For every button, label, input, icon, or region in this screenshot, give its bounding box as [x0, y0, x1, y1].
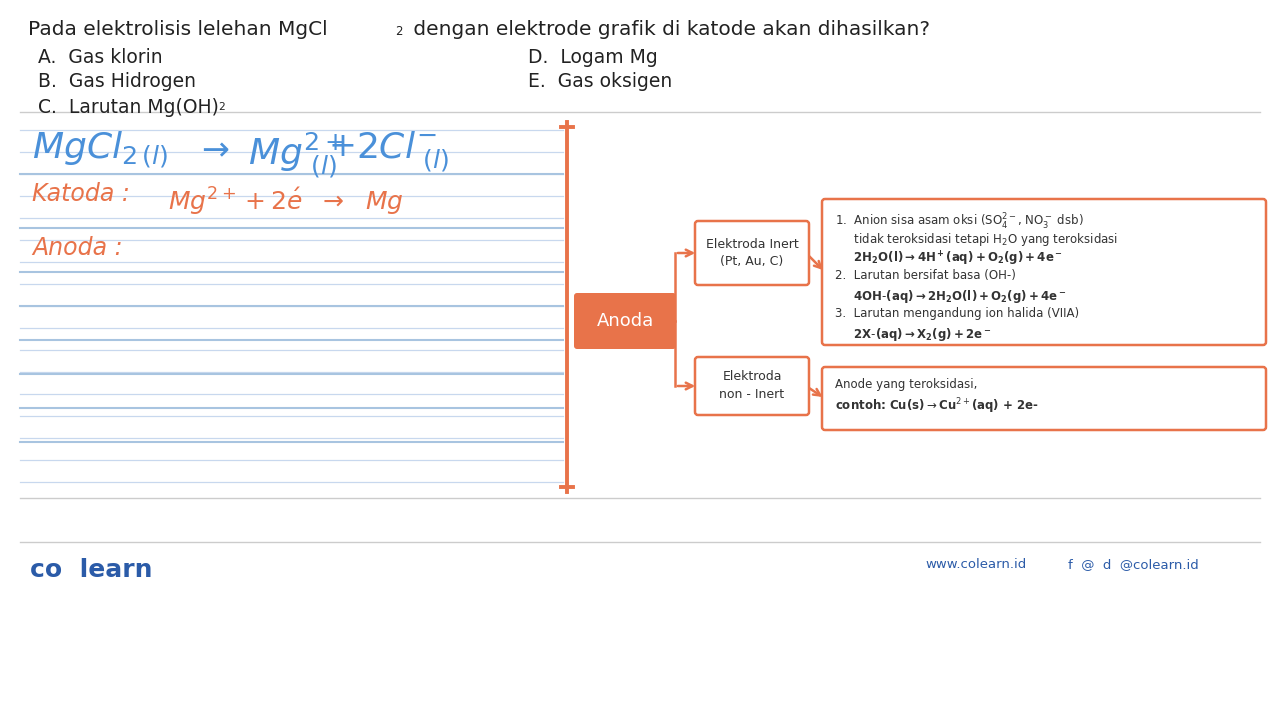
Text: $Mg^{2+} + 2\acute{e}\ \ \rightarrow\ \ Mg$: $Mg^{2+} + 2\acute{e}\ \ \rightarrow\ \ …	[168, 185, 403, 217]
Text: dengan elektrode grafik di katode akan dihasilkan?: dengan elektrode grafik di katode akan d…	[407, 20, 931, 39]
Text: $+$: $+$	[328, 130, 355, 163]
Text: 3.  Larutan mengandung ion halida (VIIA): 3. Larutan mengandung ion halida (VIIA)	[835, 307, 1079, 320]
Text: A.  Gas klorin: A. Gas klorin	[38, 48, 163, 67]
Text: f  @  d  @colearn.id: f @ d @colearn.id	[1068, 558, 1199, 571]
Text: Anoda :: Anoda :	[32, 236, 123, 260]
Text: www.colearn.id: www.colearn.id	[925, 558, 1027, 571]
Text: tidak teroksidasi tetapi H$_2$O yang teroksidasi: tidak teroksidasi tetapi H$_2$O yang ter…	[835, 231, 1117, 248]
Text: 1.  Anion sisa asam oksi (SO$_4^{2-}$, NO$_3^-$ dsb): 1. Anion sisa asam oksi (SO$_4^{2-}$, NO…	[835, 212, 1084, 232]
FancyBboxPatch shape	[573, 293, 676, 349]
FancyBboxPatch shape	[695, 357, 809, 415]
Text: 2.  Larutan bersifat basa (OH-): 2. Larutan bersifat basa (OH-)	[835, 269, 1016, 282]
Text: non - Inert: non - Inert	[719, 389, 785, 402]
Text: Anoda: Anoda	[596, 312, 654, 330]
Text: Pada elektrolisis lelehan MgCl: Pada elektrolisis lelehan MgCl	[28, 20, 328, 39]
Text: $MgCl_{2\,(l)}$: $MgCl_{2\,(l)}$	[32, 130, 168, 171]
FancyBboxPatch shape	[822, 199, 1266, 345]
Text: $\mathbf{4OH\text{-}(aq) \rightarrow 2H_2O(l) + O_2(g) + 4e^-}$: $\mathbf{4OH\text{-}(aq) \rightarrow 2H_…	[835, 288, 1066, 305]
FancyBboxPatch shape	[822, 367, 1266, 430]
Text: D.  Logam Mg: D. Logam Mg	[529, 48, 658, 67]
Text: $_2$: $_2$	[218, 98, 225, 113]
Text: $\mathbf{2X\text{-}(aq) \rightarrow X_2(g) + 2e^-}$: $\mathbf{2X\text{-}(aq) \rightarrow X_2(…	[835, 326, 992, 343]
Text: co  learn: co learn	[29, 558, 152, 582]
Text: $2Cl^{-}_{\ (l)}$: $2Cl^{-}_{\ (l)}$	[356, 130, 449, 174]
Text: B.  Gas Hidrogen: B. Gas Hidrogen	[38, 72, 196, 91]
Text: C.  Larutan Mg(OH): C. Larutan Mg(OH)	[38, 98, 219, 117]
Text: (Pt, Au, C): (Pt, Au, C)	[721, 256, 783, 269]
Text: Anode yang teroksidasi,: Anode yang teroksidasi,	[835, 378, 978, 391]
Text: E.  Gas oksigen: E. Gas oksigen	[529, 72, 672, 91]
Text: Elektroda: Elektroda	[722, 371, 782, 384]
Text: contoh: Cu(s)$\rightarrow$Cu$^{2+}$(aq) + 2e-: contoh: Cu(s)$\rightarrow$Cu$^{2+}$(aq) …	[835, 396, 1038, 415]
FancyBboxPatch shape	[695, 221, 809, 285]
Text: $_2$: $_2$	[396, 20, 403, 38]
Text: Elektroda Inert: Elektroda Inert	[705, 238, 799, 251]
Text: $Mg^{2+}_{\ (l)}$: $Mg^{2+}_{\ (l)}$	[248, 130, 346, 180]
Text: Katoda :: Katoda :	[32, 182, 129, 206]
Text: $\rightarrow$: $\rightarrow$	[195, 132, 230, 165]
Text: $\mathbf{2H_2O(l) \rightarrow 4H^+(aq) + O_2(g) + 4e^-}$: $\mathbf{2H_2O(l) \rightarrow 4H^+(aq) +…	[835, 250, 1062, 269]
